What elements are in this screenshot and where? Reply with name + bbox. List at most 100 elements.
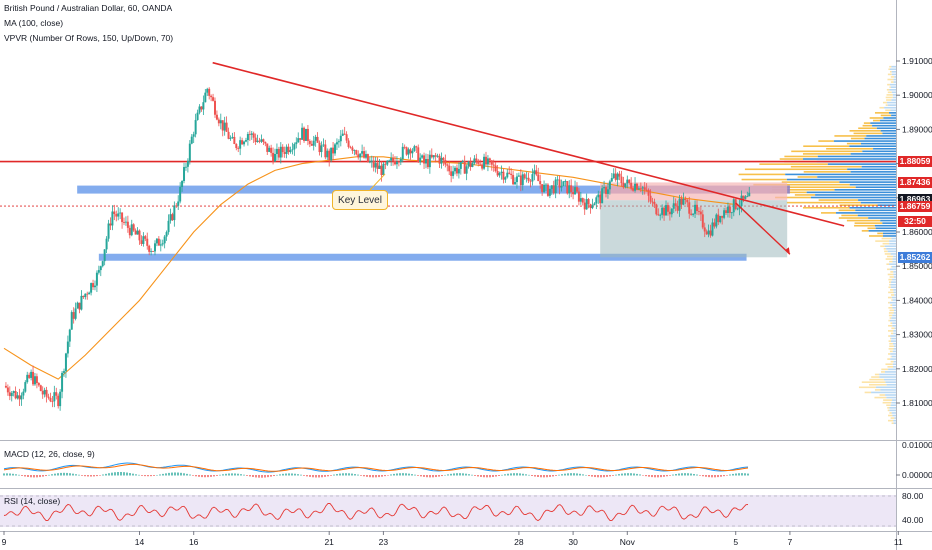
vp-down-bar — [858, 199, 896, 201]
candle-body — [126, 221, 129, 228]
candle-body — [345, 134, 348, 141]
candle-body — [479, 163, 482, 165]
candle-body — [45, 389, 48, 397]
vp-down-bar — [893, 78, 896, 81]
macd-histogram-bar — [672, 474, 674, 476]
macd-histogram-bar — [84, 475, 86, 477]
candles — [4, 87, 751, 411]
candle-body — [115, 214, 118, 217]
vp-up-bar — [794, 194, 816, 196]
candle-body — [88, 292, 91, 295]
vp-up-bar — [883, 248, 887, 250]
y-tick-label: 1.83000 — [902, 330, 932, 340]
macd-histogram-bar — [696, 474, 698, 476]
vp-down-bar — [893, 332, 896, 335]
macd-histogram-bar — [453, 473, 455, 476]
candle-body — [200, 106, 203, 110]
candle-body — [55, 392, 58, 396]
vp-down-bar — [892, 278, 896, 281]
candle-body — [39, 385, 42, 391]
macd-histogram-bar — [276, 474, 278, 476]
candle-body — [266, 143, 269, 152]
candle-body — [502, 171, 505, 180]
macd-histogram-bar — [168, 472, 170, 476]
macd-histogram-bar — [348, 473, 350, 476]
macd-histogram-bar — [369, 475, 371, 478]
candle-body — [78, 302, 81, 310]
candle-body — [175, 205, 178, 207]
candle-body — [341, 133, 344, 136]
vp-down-bar — [862, 150, 896, 153]
candle-body — [659, 214, 662, 216]
candle-body — [297, 138, 300, 143]
vp-up-bar — [889, 350, 893, 353]
candle-body — [390, 157, 393, 161]
macd-histogram-bar — [606, 475, 608, 477]
candle-body — [436, 155, 439, 157]
candle-body — [688, 202, 691, 214]
candle-body — [217, 119, 220, 124]
candle-body — [256, 140, 259, 143]
candle-body — [347, 140, 350, 147]
candle-body — [221, 120, 224, 131]
vp-up-bar — [871, 376, 880, 378]
vp-down-bar — [880, 389, 896, 391]
macd-histogram-bar — [132, 473, 134, 476]
vp-down-bar — [810, 196, 896, 199]
macd-histogram-bar — [156, 474, 158, 476]
vp-down-bar — [871, 391, 896, 394]
vp-up-bar — [890, 417, 895, 419]
candle-body — [459, 162, 462, 169]
macd-histogram-bar — [297, 474, 299, 476]
macd-histogram-bar — [123, 472, 125, 476]
x-tick-label: 21 — [324, 537, 334, 547]
candle-body — [4, 385, 7, 388]
vp-down-bar — [868, 230, 896, 232]
vp-up-bar — [753, 183, 850, 186]
vp-down-bar — [892, 342, 896, 345]
candle-body — [134, 230, 137, 235]
candle-body — [388, 160, 391, 162]
macd-histogram-bar — [45, 475, 47, 477]
candle-body — [461, 161, 464, 163]
candle-body — [372, 160, 375, 168]
candle-body — [701, 214, 704, 228]
candle-body — [707, 230, 710, 235]
candle-body — [368, 161, 371, 163]
macd-histogram-bar — [621, 473, 623, 476]
candle-body — [95, 272, 98, 286]
macd-histogram-bar — [561, 474, 563, 476]
x-tick-label: 23 — [379, 537, 389, 547]
macd-histogram-bar — [87, 475, 89, 477]
y-tick-label: 1.85000 — [902, 261, 932, 271]
candle-body — [421, 155, 424, 158]
vp-down-bar — [891, 91, 896, 94]
price-tag: 1.87436 — [898, 177, 932, 189]
candle-body — [593, 203, 596, 206]
macd-histogram-bar — [336, 474, 338, 476]
macd-histogram-bar — [36, 475, 38, 478]
candle-body — [409, 149, 412, 154]
candle-body — [274, 154, 276, 162]
candle-body — [550, 185, 553, 189]
vp-up-bar — [890, 332, 894, 335]
macd-histogram-bar — [30, 475, 32, 478]
key-level-callout[interactable]: Key Level — [332, 190, 388, 210]
candle-body — [475, 158, 478, 161]
candle-body — [320, 145, 323, 153]
vp-down-bar — [827, 163, 896, 165]
candle-body — [515, 176, 518, 183]
candle-body — [128, 227, 131, 236]
candle-body — [703, 227, 706, 232]
candle-body — [26, 374, 29, 383]
macd-histogram-bar — [15, 474, 17, 476]
candle-body — [179, 186, 182, 202]
vp-up-bar — [891, 299, 893, 301]
candle-body — [262, 139, 265, 142]
rsi-legend: RSI (14, close) — [4, 496, 61, 506]
macd-histogram-bar — [462, 473, 464, 476]
vp-up-bar — [879, 106, 885, 109]
candle-body — [308, 140, 311, 144]
candle-body — [473, 158, 476, 164]
candle-body — [310, 143, 313, 146]
